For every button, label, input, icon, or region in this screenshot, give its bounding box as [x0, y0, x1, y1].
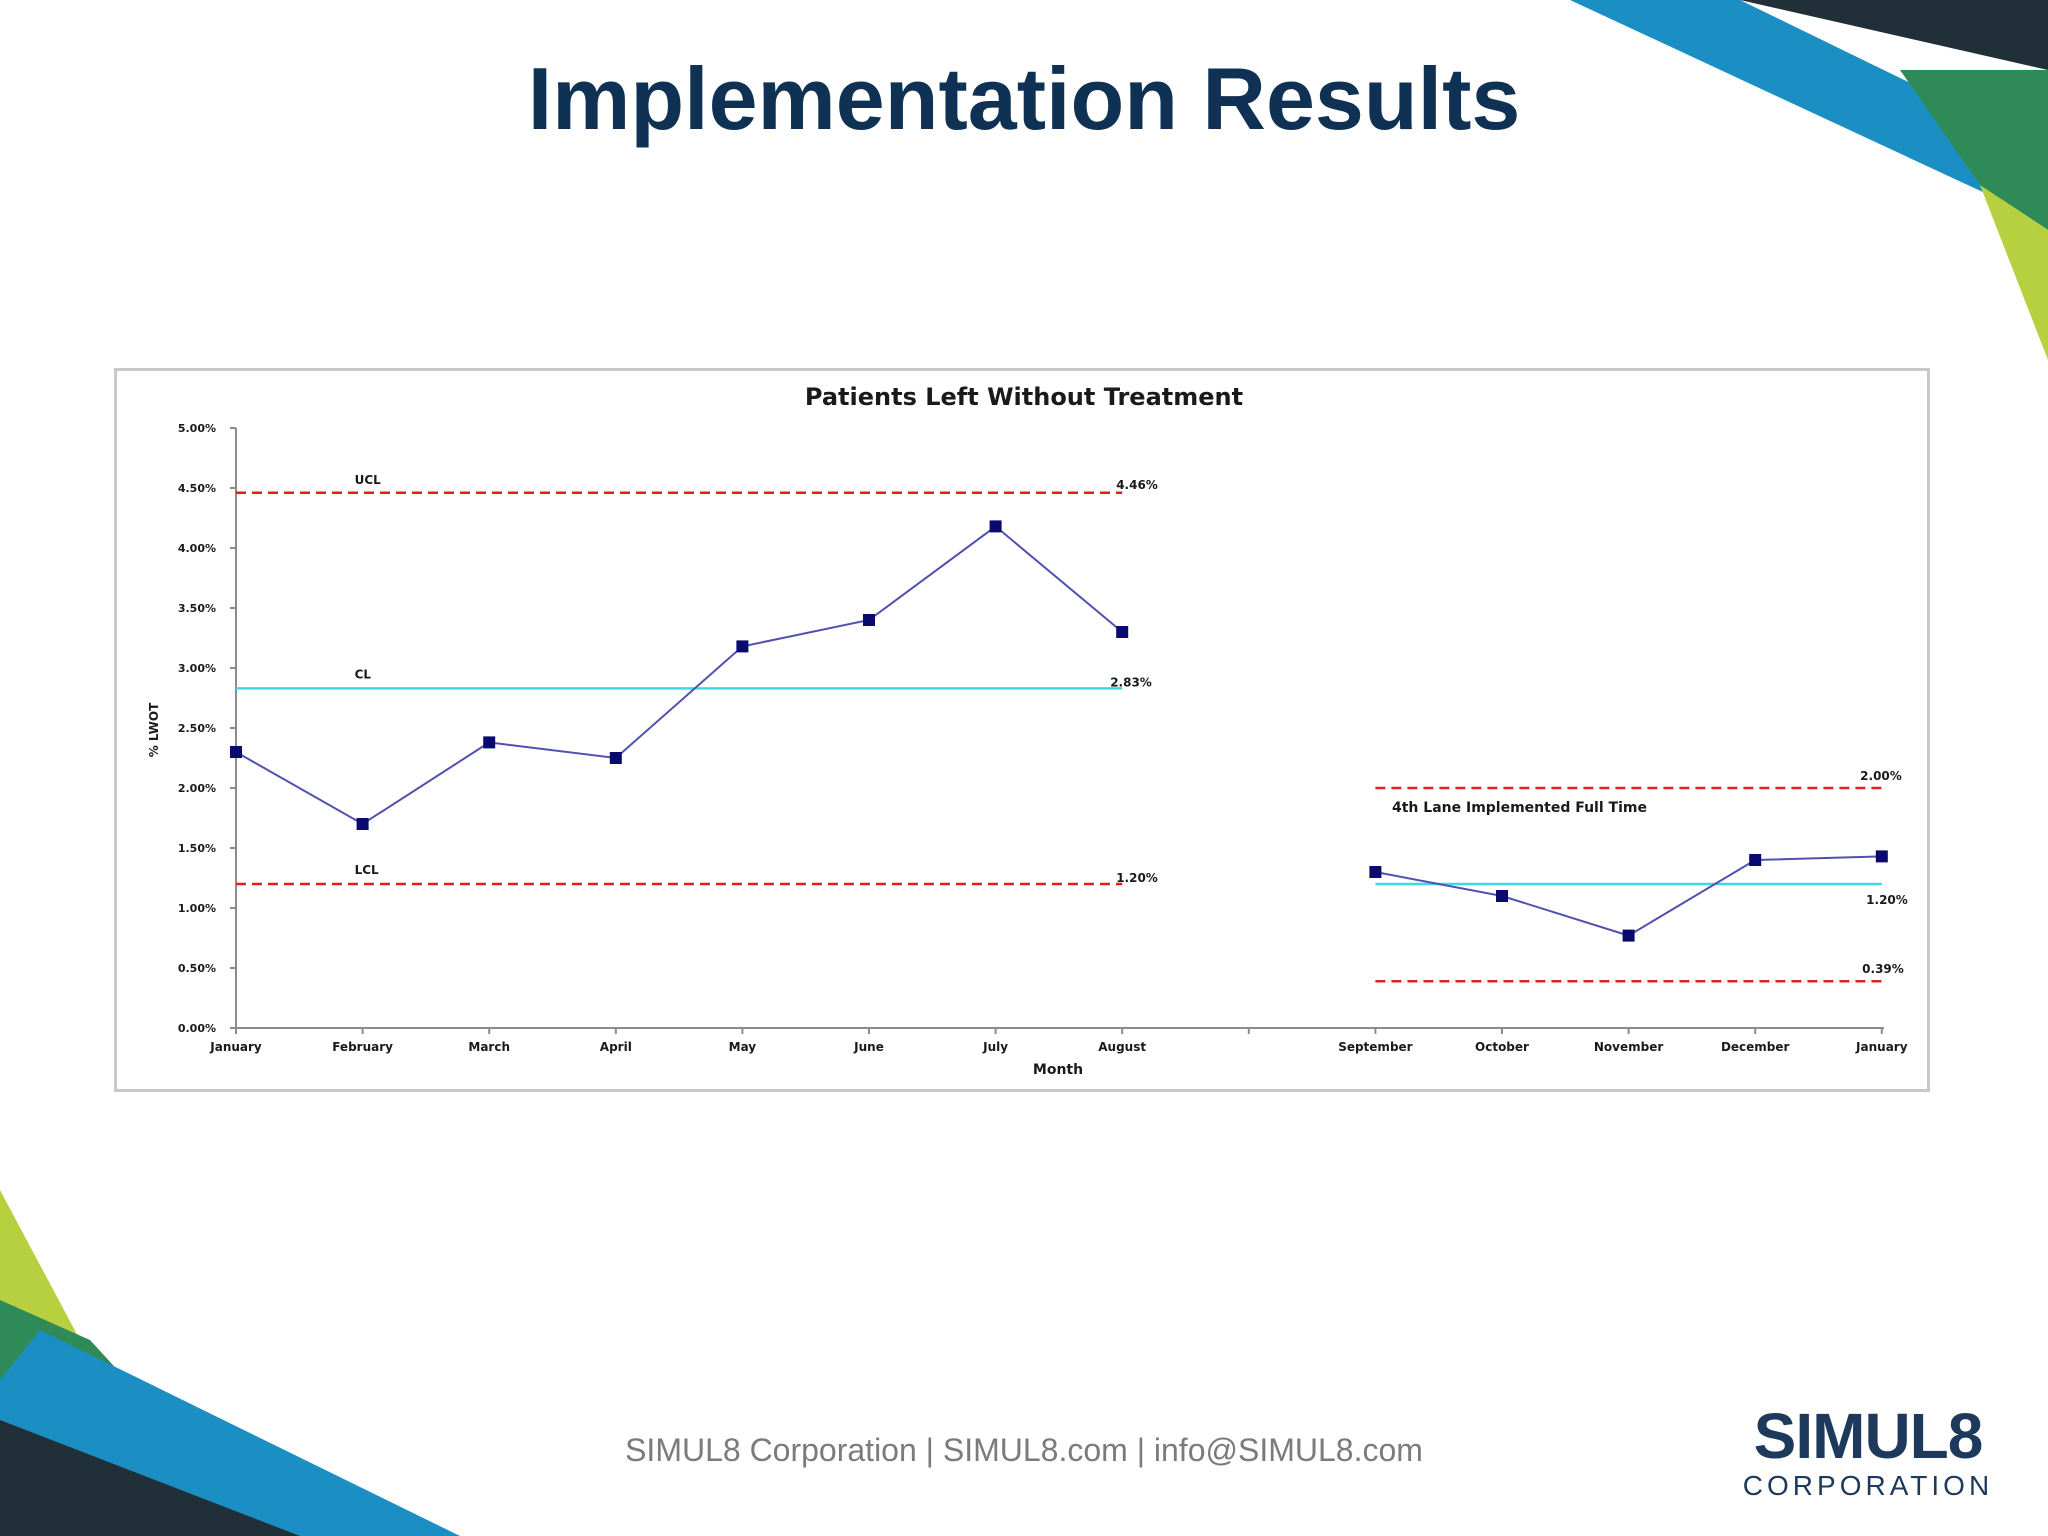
y-tick-label: 5.00%: [178, 422, 216, 435]
x-tick-label: September: [1338, 1040, 1412, 1054]
cl-value-label: 2.83%: [1110, 675, 1152, 689]
series-lwot: [230, 520, 1888, 942]
control-limit-lines: 4.46% 2.83% 1.20% UCL CL LCL 2.00% 1.20% 0.39%: [236, 473, 1908, 983]
top-right-lime-shape: [1980, 185, 2048, 360]
x-tick-label: February: [332, 1040, 393, 1054]
top-right-green-shape: [1900, 70, 2048, 230]
cl-name-label: CL: [355, 667, 372, 681]
annotation-4th-lane: 4th Lane Implemented Full Time: [1392, 800, 1647, 816]
ucl-value-label: 2.00%: [1860, 769, 1902, 783]
x-tick-label: January: [1855, 1040, 1908, 1054]
bottom-left-dark-shape: [0, 1420, 300, 1536]
y-tick-label: 2.50%: [178, 722, 216, 735]
x-tick-label: July: [982, 1040, 1008, 1054]
lcl-value-label: 1.20%: [1116, 871, 1158, 885]
data-point: [1369, 866, 1382, 878]
data-point: [356, 818, 369, 830]
bottom-left-blue-shape: [0, 1330, 460, 1536]
series-line: [235, 525, 1123, 826]
lcl-name-label: LCL: [355, 863, 379, 877]
data-point: [1875, 850, 1888, 863]
simul8-logo: SIMUL8 CORPORATION: [1738, 1400, 1998, 1501]
data-point: [609, 752, 622, 764]
x-tick-label: December: [1721, 1040, 1790, 1054]
x-tick-label: April: [600, 1040, 632, 1054]
data-point: [736, 640, 749, 653]
y-tick-label: 1.50%: [178, 842, 216, 855]
logo-wordmark: SIMUL8: [1753, 1400, 1984, 1472]
x-tick-label: November: [1594, 1040, 1663, 1054]
data-point: [1116, 626, 1129, 638]
y-tick-label: 4.50%: [178, 482, 216, 495]
y-tick-label: 1.00%: [178, 902, 216, 915]
bottom-left-lime-shape: [0, 1190, 80, 1340]
x-tick-label: October: [1475, 1040, 1529, 1054]
x-axis-label: Month: [1033, 1062, 1083, 1078]
x-tick-label: May: [729, 1040, 757, 1054]
chart-title: Patients Left Without Treatment: [805, 383, 1243, 411]
data-point: [863, 614, 875, 626]
ucl-name-label: UCL: [355, 473, 382, 487]
y-tick-label: 0.00%: [178, 1022, 216, 1035]
y-tick-label: 3.00%: [178, 662, 216, 675]
y-tick-label: 0.50%: [178, 962, 216, 975]
data-point: [1749, 854, 1762, 866]
footer-contact: SIMUL8 Corporation | SIMUL8.com | info@S…: [625, 1432, 1423, 1468]
data-point: [483, 736, 496, 749]
x-tick-label: January: [209, 1040, 262, 1054]
data-point: [1496, 890, 1508, 902]
top-right-blue-shape: [1570, 0, 2048, 200]
chart-frame: [114, 368, 1930, 1092]
series-line: [1375, 855, 1882, 937]
x-tick-label: March: [468, 1040, 510, 1054]
logo-subtitle: CORPORATION: [1742, 1470, 1994, 1501]
lcl-value-label: 0.39%: [1862, 962, 1904, 976]
data-point: [230, 746, 242, 758]
y-tick-label: 2.00%: [178, 782, 216, 795]
y-axis-label: % LWOT: [147, 702, 161, 757]
x-tick-label: August: [1098, 1040, 1146, 1054]
y-axis-ticks: 0.00% 0.50% 1.00% 1.50% 2.00% 2.50% 3.00% 3.50%…: [178, 422, 236, 1035]
slide-title: Implementation Results: [527, 49, 1521, 148]
cl-value-label: 1.20%: [1866, 893, 1908, 907]
data-point: [989, 520, 1002, 533]
y-tick-label: 3.50%: [178, 602, 216, 615]
ucl-value-label: 4.46%: [1116, 478, 1158, 492]
x-axis-ticks: January February March April May June July Augu…: [209, 1028, 1908, 1054]
y-tick-label: 4.00%: [178, 542, 216, 555]
x-tick-label: June: [853, 1040, 884, 1054]
top-right-dark-shape: [1740, 0, 2048, 70]
data-point: [1622, 929, 1635, 942]
